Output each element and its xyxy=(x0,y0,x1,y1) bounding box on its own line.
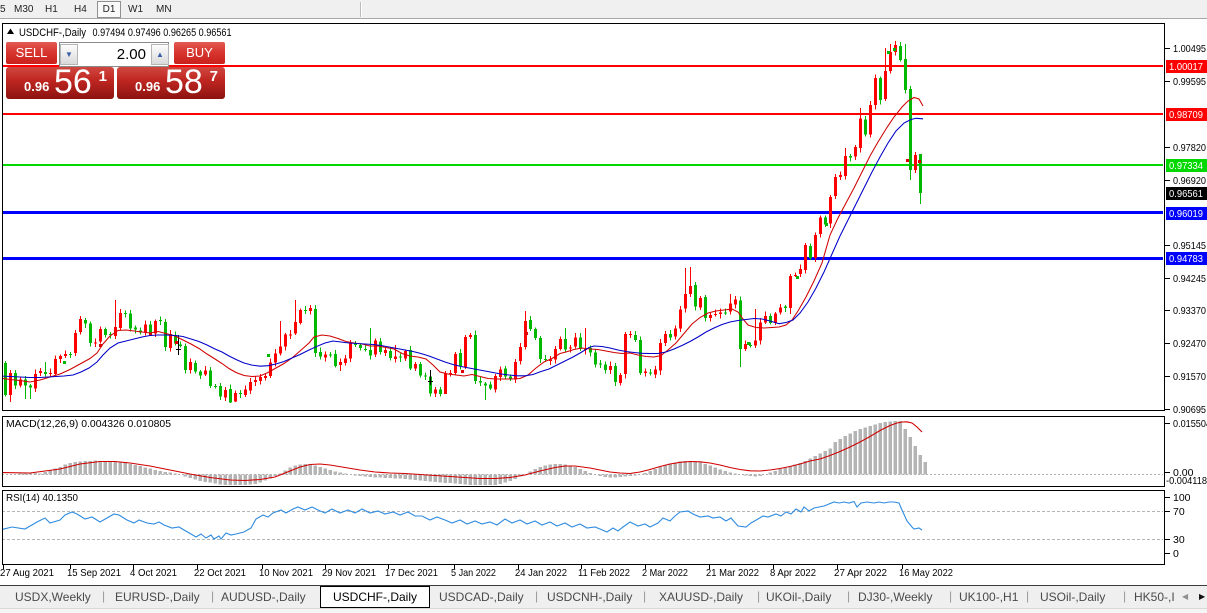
svg-text:0.94245: 0.94245 xyxy=(1173,273,1206,285)
svg-text:0.97820: 0.97820 xyxy=(1173,142,1206,154)
svg-text:4 Oct 2021: 4 Oct 2021 xyxy=(130,567,177,579)
svg-text:5 Jan 2022: 5 Jan 2022 xyxy=(451,567,496,579)
svg-text:0.96561: 0.96561 xyxy=(1169,188,1203,200)
svg-text:0.00: 0.00 xyxy=(1173,467,1194,479)
svg-text:-0.004118: -0.004118 xyxy=(1166,475,1207,487)
svg-text:0.97494 0.97496 0.96265 0.9656: 0.97494 0.97496 0.96265 0.96561 xyxy=(93,27,232,39)
svg-text:24 Jan 2022: 24 Jan 2022 xyxy=(515,567,567,579)
svg-text:17 Dec 2021: 17 Dec 2021 xyxy=(385,567,438,579)
svg-text:16 May 2022: 16 May 2022 xyxy=(899,567,953,579)
svg-text:70: 70 xyxy=(1173,506,1185,518)
svg-text:27 Aug 2021: 27 Aug 2021 xyxy=(0,567,54,579)
svg-text:22 Oct 2021: 22 Oct 2021 xyxy=(194,567,246,579)
svg-text:2 Mar 2022: 2 Mar 2022 xyxy=(642,567,688,579)
svg-text:10 Nov 2021: 10 Nov 2021 xyxy=(259,567,313,579)
svg-text:0.015504: 0.015504 xyxy=(1173,418,1207,430)
svg-text:0.98709: 0.98709 xyxy=(1169,109,1203,121)
svg-text:1.00495: 1.00495 xyxy=(1173,43,1206,55)
svg-text:15 Sep 2021: 15 Sep 2021 xyxy=(67,567,121,579)
svg-text:0.96920: 0.96920 xyxy=(1173,175,1206,187)
svg-text:MACD(12,26,9) 0.004326 0.01080: MACD(12,26,9) 0.004326 0.010805 xyxy=(6,418,171,430)
svg-text:0.96019: 0.96019 xyxy=(1169,208,1203,220)
svg-text:0: 0 xyxy=(1173,548,1179,560)
svg-text:USDCHF-,Daily: USDCHF-,Daily xyxy=(19,27,86,39)
svg-text:0.92470: 0.92470 xyxy=(1173,338,1206,350)
svg-text:RSI(14) 40.1350: RSI(14) 40.1350 xyxy=(6,492,78,504)
svg-text:21 Mar 2022: 21 Mar 2022 xyxy=(706,567,759,579)
svg-text:0.91570: 0.91570 xyxy=(1173,371,1206,383)
svg-text:29 Nov 2021: 29 Nov 2021 xyxy=(322,567,376,579)
svg-text:0.94783: 0.94783 xyxy=(1169,253,1203,265)
svg-text:30: 30 xyxy=(1173,534,1185,546)
svg-text:0.95145: 0.95145 xyxy=(1173,240,1206,252)
svg-text:0.90695: 0.90695 xyxy=(1173,404,1206,416)
svg-text:27 Apr 2022: 27 Apr 2022 xyxy=(834,567,887,579)
svg-text:0.93370: 0.93370 xyxy=(1173,305,1206,317)
svg-text:100: 100 xyxy=(1173,492,1191,504)
svg-text:11 Feb 2022: 11 Feb 2022 xyxy=(578,567,630,579)
svg-text:0.99595: 0.99595 xyxy=(1173,76,1206,88)
svg-text:0.97334: 0.97334 xyxy=(1169,160,1203,172)
svg-text:1.00017: 1.00017 xyxy=(1169,61,1203,73)
svg-text:8 Apr 2022: 8 Apr 2022 xyxy=(770,567,816,579)
